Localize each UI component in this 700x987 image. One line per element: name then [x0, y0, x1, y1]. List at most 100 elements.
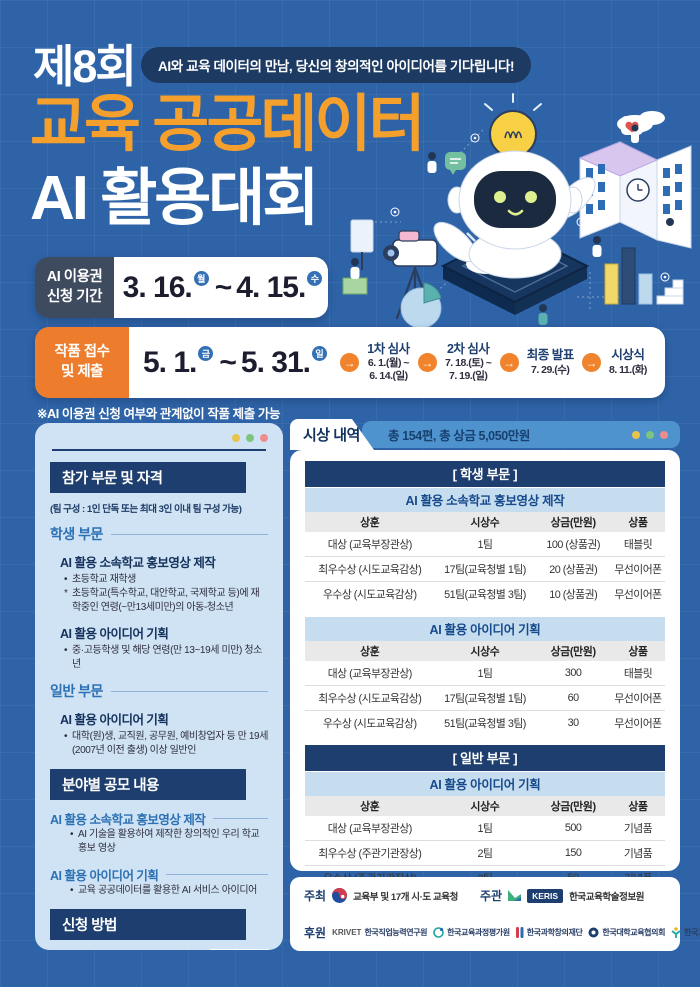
- voucher-period-dates: 3. 16. 월 ~ 4. 15. 수: [114, 257, 328, 318]
- col-honor: 상훈: [305, 796, 435, 816]
- submission-end-date: 5. 31.: [240, 345, 311, 379]
- apply-row: 교육 공공데이터 AI 활용대회 홈페이지 (data.edmgr.kr) 온라…: [50, 949, 268, 950]
- dot-red: [660, 430, 668, 439]
- info-panel: 참가 부문 및 자격 (팀 구성 : 1인 단독 또는 최대 3인 이내 팀 구…: [35, 423, 283, 950]
- submission-label-line1: 작품 접수: [54, 343, 110, 360]
- host-row: 주최 교육부 및 17개 시·도 교육청 주관 KERIS 한국교육학술정보원: [304, 887, 666, 904]
- organizer-name: 한국교육학술정보원: [569, 891, 645, 903]
- awards-table-student-video: 상훈 시상수 상금(만원) 상품 대상 (교육부장관상) 1팀 100 (상품권) 태…: [305, 512, 665, 606]
- student-video-bullet: 초등학교 재학생: [64, 573, 268, 587]
- voucher-start-date: 3. 16.: [122, 270, 193, 304]
- window-dots: [632, 430, 668, 439]
- sponsor-kofac: 한국과학창의재단: [515, 927, 583, 938]
- submission-period-bar: 작품 접수 및 제출 5. 1. 금 ~ 5. 31. 일 1차 심사 6. 1…: [35, 327, 665, 398]
- col-honor: 상훈: [305, 512, 435, 532]
- submission-label: 작품 접수 및 제출: [35, 327, 129, 398]
- timeline-milestone: 최종 발표 7. 29.(수): [527, 348, 574, 377]
- award-row: 우수상 (시도교육감상) 51팀(교육청별 3팀) 30 무선이어폰: [323, 717, 662, 730]
- kofac-logo-mark: [515, 927, 524, 938]
- col-honor: 상훈: [305, 641, 435, 661]
- submission-start-day-badge: 금: [198, 346, 214, 361]
- krivet-abbr: KRIVET: [332, 928, 362, 937]
- dot-green: [646, 430, 654, 439]
- section-title-participation: 참가 부문 및 자격: [50, 462, 246, 493]
- col-count: 시상수: [434, 641, 536, 661]
- organizer-label: 주관: [479, 889, 503, 903]
- table-sub-student-idea: AI 활용 아이디어 기획: [305, 617, 665, 641]
- voucher-start-day-badge: 월: [193, 271, 209, 286]
- student-video-title: AI 활용 소속학교 홍보영상 제작: [60, 556, 216, 570]
- award-row: 최우수상 (주관기관장상) 2팀 150 기념품: [305, 840, 665, 866]
- kedi-logo-mark: [671, 927, 681, 938]
- main-title-line1: 교육 공공데이터: [30, 90, 426, 159]
- group-student: 학생 부문: [50, 524, 268, 544]
- sponsor-kice: 한국교육과정평가원: [433, 927, 510, 938]
- apply-text: 교육 공공데이터 AI 활용대회 홈페이지 (data.edmgr.kr) 온라…: [50, 949, 202, 950]
- sponsor-row: 후원 KRIVET 한국직업능력연구원 한국교육과정평가원 한국과학창의재단: [304, 924, 700, 941]
- host-label: 주최: [304, 889, 327, 903]
- table-sub-general-idea: AI 활용 아이디어 기획: [305, 772, 665, 796]
- award-row: 최우수상 (시도교육감상) 17팀(교육청별 1팀) 20 (상품권) 무선이어폰: [305, 556, 665, 582]
- col-gift: 상품: [610, 512, 665, 532]
- person-icon: [350, 124, 675, 325]
- awards-card: [ 학생 부문 ] AI 활용 소속학교 홍보영상 제작 상훈 시상수 상금(만…: [290, 450, 680, 937]
- timeline-milestone: 시상식 8. 11.(화): [609, 348, 647, 377]
- window-dots: [50, 434, 268, 442]
- milestone-title: 2차 심사: [446, 341, 490, 356]
- timeline-milestone: 2차 심사 7. 18.(토) ~ 7. 19.(일): [444, 341, 492, 384]
- keris-logo-mark: [508, 890, 522, 901]
- submission-note: ※AI 이용권 신청 여부와 관계없이 작품 제출 가능: [37, 407, 281, 421]
- submission-end-day-badge: 일: [311, 346, 327, 361]
- milestone-title: 시상식: [611, 348, 645, 363]
- voucher-label-line2: 신청 기간: [47, 288, 102, 305]
- col-count: 시상수: [434, 796, 536, 816]
- dot-green: [246, 434, 254, 442]
- arrow-right-icon: [499, 353, 519, 372]
- award-row: 우수상 (시도교육감상) 51팀(교육청별 3팀) 10 (상품권) 무선이어폰: [323, 589, 662, 601]
- keris-badge: KERIS: [527, 888, 564, 903]
- edition-label: 제8회: [33, 41, 137, 92]
- table-header-row: 상훈 시상수 상금(만원) 상품: [305, 512, 665, 532]
- submission-label-line2: 및 제출: [60, 363, 104, 380]
- sponsor-krivet: KRIVET 한국직업능력연구원: [332, 927, 427, 938]
- milestone-date-line1: 6. 1.(월) ~: [367, 357, 410, 370]
- general-idea-bullet: 대학(원)생, 교직원, 공무원, 예비창업자 등 만 19세(2007년 이전…: [64, 730, 268, 758]
- voucher-period-bar: AI 이용권 신청 기간 3. 16. 월 ~ 4. 15. 수: [35, 257, 328, 318]
- apply-line1: 교육 공공데이터 AI 활용대회: [50, 949, 202, 950]
- table-section-student: [ 학생 부문 ]: [305, 461, 665, 487]
- sponsor-label: 후원: [304, 926, 327, 940]
- general-idea-title: AI 활용 아이디어 기획: [60, 713, 169, 727]
- sponsor-name: 한국교육개발원: [684, 928, 700, 937]
- milestone-title: 1차 심사: [367, 341, 410, 356]
- contest-timeline: 1차 심사 6. 1.(월) ~ 6. 14.(일) 2차 심사 7. 18.(…: [332, 342, 655, 384]
- arrow-right-icon: [417, 353, 437, 372]
- date-separator: ~: [214, 270, 233, 304]
- milestone-date-line1: 7. 29.(수): [531, 363, 570, 376]
- col-gift: 상품: [610, 641, 665, 661]
- field-idea-title: AI 활용 아이디어 기획: [50, 865, 268, 884]
- sponsor-kedi: 한국교육개발원: [671, 927, 700, 938]
- award-row: 대상 (교육부장관상) 1팀 300 태블릿: [305, 661, 665, 686]
- milestone-date-line1: 7. 18.(토) ~: [444, 357, 492, 370]
- award-row: 대상 (교육부장관상) 1팀 100 (상품권) 태블릿: [305, 532, 665, 557]
- section-title-apply: 신청 방법: [50, 909, 246, 940]
- kice-logo-mark: [433, 927, 444, 938]
- student-video-star-note: 초등학교(특수학교, 대안학교, 국제학교 등)에 재학중인 연령(~만13세미…: [64, 587, 268, 615]
- field-video-title: AI 활용 소속학교 홍보영상 제작: [50, 809, 268, 828]
- team-composition-note: (팀 구성 : 1인 단독 또는 최대 3인 이내 팀 구성 가능): [50, 504, 242, 515]
- dot-yellow: [232, 434, 240, 442]
- col-prize: 상금(만원): [535, 796, 611, 816]
- main-title-line2: AI 활용대회: [30, 164, 319, 233]
- awards-summary-bar: 총 154편, 총 상금 5,050만원: [362, 421, 680, 448]
- header-illustration: [342, 93, 692, 329]
- pie-chart-icon: [400, 282, 442, 329]
- sponsor-name: 한국대학교육협의회: [602, 928, 666, 937]
- section-title-fields: 분야별 공모 내용: [50, 769, 246, 800]
- student-idea-bullet: 중·고등학생 및 해당 연령(만 13~19세 미만) 청소년: [64, 644, 268, 672]
- milestone-date-line1: 8. 11.(화): [609, 363, 647, 376]
- awards-tab: 시상 내역: [290, 419, 374, 450]
- timeline-milestone: 1차 심사 6. 1.(월) ~ 6. 14.(일): [367, 341, 410, 384]
- qr-code: [210, 949, 268, 950]
- voucher-end-date: 4. 15.: [236, 270, 306, 304]
